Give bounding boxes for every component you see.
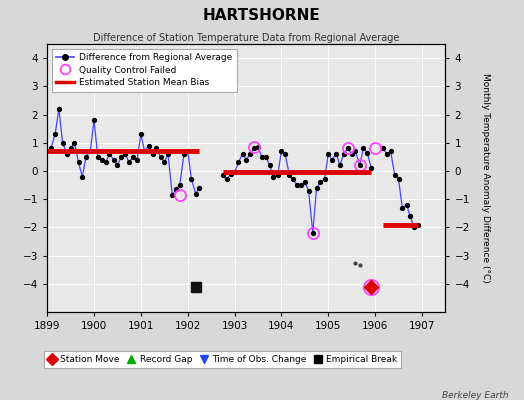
Text: HARTSHORNE: HARTSHORNE	[203, 8, 321, 23]
Title: Difference of Station Temperature Data from Regional Average: Difference of Station Temperature Data f…	[93, 33, 399, 43]
Legend: Station Move, Record Gap, Time of Obs. Change, Empirical Break: Station Move, Record Gap, Time of Obs. C…	[44, 351, 401, 368]
Y-axis label: Monthly Temperature Anomaly Difference (°C): Monthly Temperature Anomaly Difference (…	[481, 73, 490, 283]
Text: Berkeley Earth: Berkeley Earth	[442, 391, 508, 400]
